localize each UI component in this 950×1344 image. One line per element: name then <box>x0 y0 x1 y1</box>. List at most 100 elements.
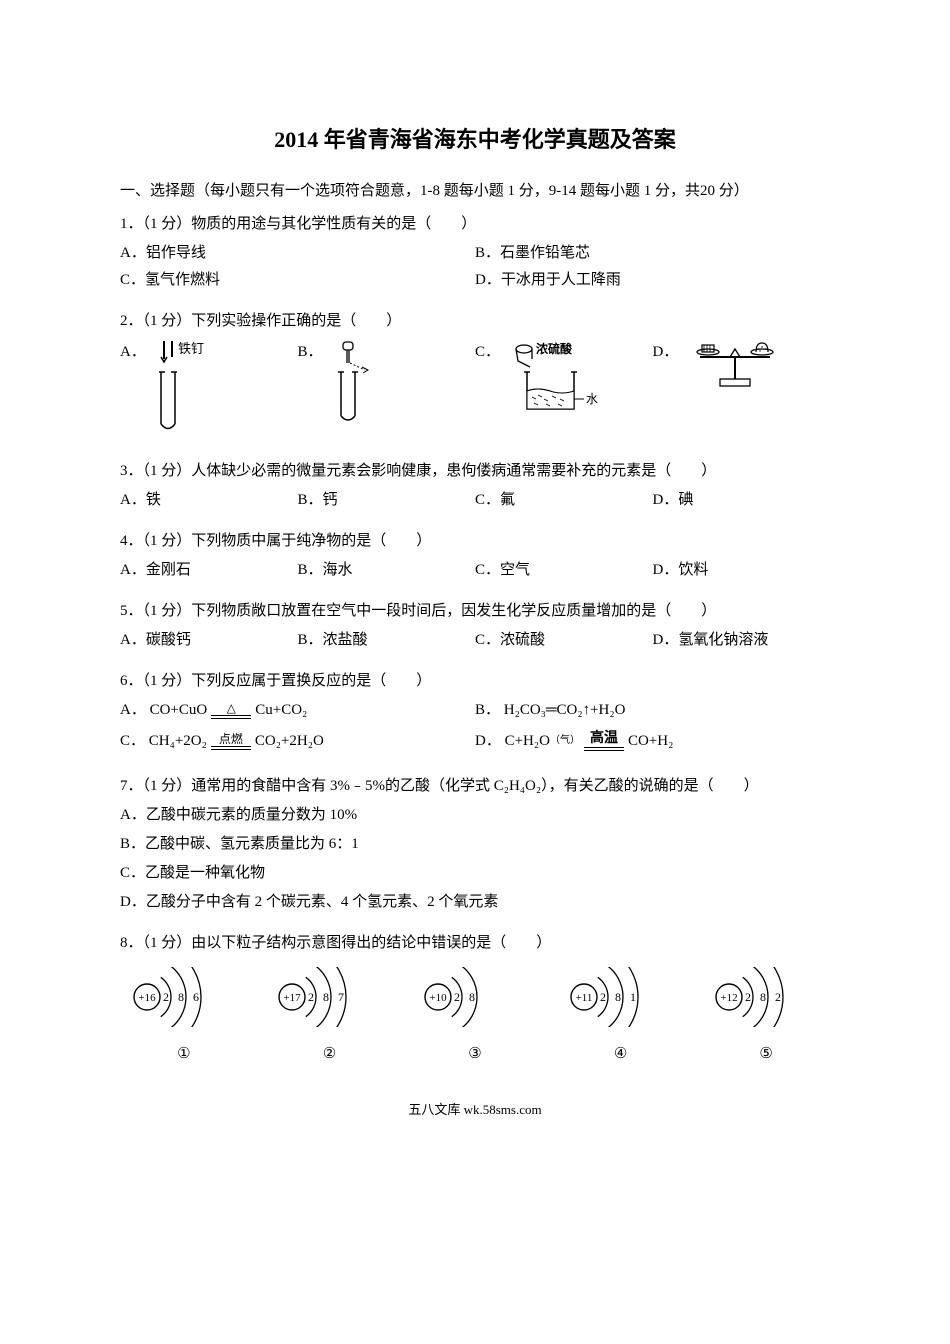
q7-opt-a: A．乙酸中碳元素的质量分数为 10% <box>120 802 830 829</box>
question-3: 3．（1 分）人体缺少必需的微量元素会影响健康，患佝偻病通常需要补充的元素是（ … <box>120 458 830 514</box>
svg-text:8: 8 <box>178 990 184 1004</box>
svg-text:+11: +11 <box>575 992 592 1004</box>
q5-opt-a: A．碳酸钙 <box>120 627 298 654</box>
svg-text:2: 2 <box>600 990 606 1004</box>
svg-text:8: 8 <box>469 990 475 1004</box>
dropper-tube-icon <box>335 339 395 434</box>
q2-text: 2．（1 分）下列实验操作正确的是（ ） <box>120 308 830 335</box>
svg-text:2: 2 <box>454 990 460 1004</box>
balance-scale-icon <box>690 339 780 404</box>
q6-c-right: CO₂+2H₂O <box>255 728 324 755</box>
page-title: 2014 年省青海省海东中考化学真题及答案 <box>120 120 830 160</box>
svg-text:7: 7 <box>338 990 344 1004</box>
q6-b-equation: H₂CO₃═CO₂↑+H₂O <box>504 702 626 718</box>
q4-text: 4．（1 分）下列物质中属于纯净物的是（ ） <box>120 528 830 555</box>
atom-label-5: ⑤ <box>702 1041 830 1068</box>
q6-text: 6．（1 分）下列反应属于置换反应的是（ ） <box>120 668 830 695</box>
question-8: 8．（1 分）由以下粒子结构示意图得出的结论中错误的是（ ） +16286①+1… <box>120 930 830 1068</box>
q5-opt-c: C．浓硫酸 <box>475 627 653 654</box>
svg-text:2: 2 <box>775 990 781 1004</box>
q6-opt-d: D． C+H₂O （气） 高温 CO+H₂ <box>475 728 830 755</box>
section-header: 一、选择题（每小题只有一个选项符合题意，1-8 题每小题 1 分，9-14 题每… <box>120 178 830 205</box>
q6-d-cond: 高温 <box>590 732 618 746</box>
q1-opt-a: A．铝作导线 <box>120 240 475 267</box>
ignite-arrow-icon: 点燃 <box>211 733 251 750</box>
q4-opt-c: C．空气 <box>475 557 653 584</box>
q6-a-cond: △ <box>227 702 236 714</box>
atom-diagram-1: +16 286 ① <box>120 967 248 1068</box>
svg-text:8: 8 <box>615 990 621 1004</box>
q3-opt-d: D．碘 <box>653 487 831 514</box>
atom-label-4: ④ <box>557 1041 685 1068</box>
svg-text:1: 1 <box>630 990 636 1004</box>
q4-options: A．金刚石 B．海水 C．空气 D．饮料 <box>120 557 830 584</box>
q3-text: 3．（1 分）人体缺少必需的微量元素会影响健康，患佝偻病通常需要补充的元素是（ … <box>120 458 830 485</box>
q2-opt-c: C． 浓硫酸 <box>475 339 653 434</box>
q2-options: A． 铁钉 B． <box>120 339 830 444</box>
q6-a-equation: CO+CuO △ Cu+CO₂ <box>150 697 308 724</box>
atom-label-1: ① <box>120 1041 248 1068</box>
q6-options: A． CO+CuO △ Cu+CO₂ B． H₂CO₃═CO₂↑+H₂O C． … <box>120 697 830 759</box>
q5-options: A．碳酸钙 B．浓盐酸 C．浓硫酸 D．氢氧化钠溶液 <box>120 627 830 654</box>
svg-text:8: 8 <box>760 990 766 1004</box>
q6-opt-b: B． H₂CO₃═CO₂↑+H₂O <box>475 697 830 724</box>
svg-text:+17: +17 <box>284 992 302 1004</box>
q5-opt-d: D．氢氧化钠溶液 <box>653 627 831 654</box>
q8-text: 8．（1 分）由以下粒子结构示意图得出的结论中错误的是（ ） <box>120 930 830 957</box>
atom-diagram-4: +11 281 ④ <box>557 967 685 1068</box>
svg-text:+16: +16 <box>138 992 156 1004</box>
q6-opt-a: A． CO+CuO △ Cu+CO₂ <box>120 697 475 724</box>
question-2: 2．（1 分）下列实验操作正确的是（ ） A． 铁钉 B． <box>120 308 830 444</box>
q3-opt-c: C．氟 <box>475 487 653 514</box>
q7-options: A．乙酸中碳元素的质量分数为 10% B．乙酸中碳、氢元素质量比为 6：1 C．… <box>120 802 830 916</box>
q4-opt-b: B．海水 <box>298 557 476 584</box>
q3-opt-a: A．铁 <box>120 487 298 514</box>
q3-options: A．铁 B．钙 C．氟 D．碘 <box>120 487 830 514</box>
question-1: 1．（1 分）物质的用途与其化学性质有关的是（ ） A．铝作导线 B．石墨作铅笔… <box>120 211 830 294</box>
q7-opt-c: C．乙酸是一种氧化物 <box>120 860 830 887</box>
q6-d-right: CO+H₂ <box>628 728 673 755</box>
q6-c-letter: C． <box>120 733 145 749</box>
page-footer: 五八文库 wk.58sms.com <box>120 1098 830 1121</box>
q1-opt-c: C．氢气作燃料 <box>120 267 475 294</box>
q6-c-left: CH₄+2O₂ <box>149 728 207 755</box>
q6-opt-c: C． CH₄+2O₂ 点燃 CO₂+2H₂O <box>120 728 475 755</box>
q6-c-equation: CH₄+2O₂ 点燃 CO₂+2H₂O <box>149 728 324 755</box>
hightemp-arrow-icon: 高温 <box>584 732 624 751</box>
svg-text:+12: +12 <box>720 992 737 1004</box>
svg-text:8: 8 <box>323 990 329 1004</box>
q6-d-gas: （气） <box>550 732 580 750</box>
atom-diagram-2: +17 287 ② <box>266 967 394 1068</box>
atom-label-3: ③ <box>411 1041 539 1068</box>
q7-text: 7．（1 分）通常用的食醋中含有 3%﹣5%的乙酸（化学式 C₂H₄O₂），有关… <box>120 773 830 800</box>
q4-opt-d: D．饮料 <box>653 557 831 584</box>
q8-atoms: +16286①+17287②+1028③+11281④+12282⑤ <box>120 967 830 1068</box>
question-6: 6．（1 分）下列反应属于置换反应的是（ ） A． CO+CuO △ Cu+CO… <box>120 668 830 759</box>
q2-c-letter: C． <box>475 339 500 366</box>
triangle-arrow-icon: △ <box>211 702 251 719</box>
atom-label-2: ② <box>266 1041 394 1068</box>
q6-d-equation: C+H₂O （气） 高温 CO+H₂ <box>505 728 674 755</box>
atom-diagram-3: +10 28 ③ <box>411 967 539 1068</box>
svg-text:2: 2 <box>163 990 169 1004</box>
q6-b-letter: B． <box>475 702 500 718</box>
q2-a-letter: A． <box>120 339 146 366</box>
svg-text:+10: +10 <box>429 992 447 1004</box>
q7-opt-d: D．乙酸分子中含有 2 个碳元素、4 个氢元素、2 个氧元素 <box>120 889 830 916</box>
q2-opt-d: D． <box>653 339 831 404</box>
q6-a-right: Cu+CO₂ <box>255 697 307 724</box>
svg-text:2: 2 <box>745 990 751 1004</box>
q7-opt-b: B．乙酸中碳、氢元素质量比为 6：1 <box>120 831 830 858</box>
atom-diagram-5: +12 282 ⑤ <box>702 967 830 1068</box>
test-tube-nail-icon: 铁钉 <box>158 339 213 444</box>
svg-text:水: 水 <box>586 392 598 406</box>
q1-opt-b: B．石墨作铅笔芯 <box>475 240 830 267</box>
svg-text:6: 6 <box>193 990 199 1004</box>
acid-dilution-icon: 浓硫酸 水 <box>512 339 612 434</box>
q2-opt-a: A． 铁钉 <box>120 339 298 444</box>
q2-b-letter: B． <box>298 339 323 366</box>
q6-c-cond: 点燃 <box>219 733 243 745</box>
q6-a-left: CO+CuO <box>150 697 208 724</box>
q6-d-letter: D． <box>475 733 501 749</box>
svg-text:2: 2 <box>308 990 314 1004</box>
